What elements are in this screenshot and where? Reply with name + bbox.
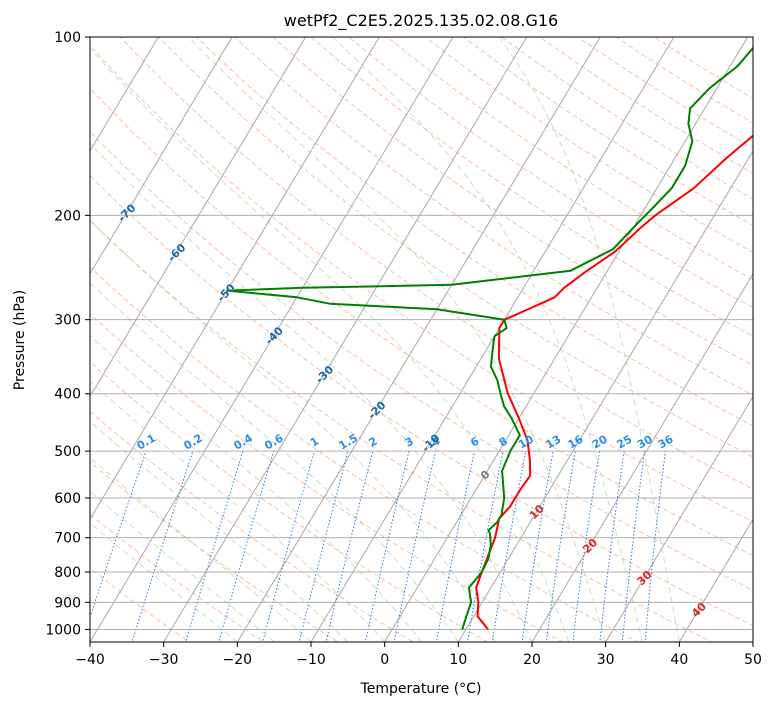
y-tick-label: 500 — [54, 444, 81, 460]
isotherm-line — [531, 272, 753, 642]
dry-adiabat — [119, 37, 753, 490]
isotherm-line — [384, 37, 749, 642]
moist-adiabat — [90, 334, 422, 642]
moist-adiabat — [90, 219, 496, 642]
isotherm-line — [90, 37, 380, 521]
x-axis-label: Temperature (°C) — [360, 681, 482, 697]
moist-adiabat — [188, 37, 607, 642]
moist-adiabat — [90, 47, 570, 642]
dry-adiabat — [90, 567, 190, 642]
dry-adiabat — [90, 361, 489, 642]
x-tick-label: 20 — [523, 652, 541, 668]
dry-adiabat — [90, 461, 340, 642]
isotherm-line — [90, 37, 233, 275]
dry-adiabat — [90, 44, 753, 523]
x-tick-label: 30 — [597, 652, 615, 668]
moist-adiabat — [90, 420, 349, 642]
isotherm-line — [90, 37, 307, 398]
moist-adiabat — [90, 282, 459, 642]
isotherm-line — [605, 395, 753, 642]
pressure-gridlines — [90, 37, 753, 630]
y-tick-label: 200 — [54, 208, 81, 224]
moist-adiabat — [90, 142, 533, 642]
moist-adiabat — [90, 380, 386, 642]
x-tick-label: 50 — [744, 652, 762, 668]
moist-adiabat — [332, 37, 643, 642]
sounding-profiles — [226, 46, 753, 631]
y-axis-label: Pressure (hPa) — [12, 290, 28, 390]
x-tick-label: 10 — [449, 652, 467, 668]
plot-frame — [89, 36, 754, 643]
y-tick-label: 100 — [54, 30, 81, 46]
dry-adiabat — [195, 37, 753, 427]
dry-adiabat — [157, 37, 753, 458]
dry-adiabat — [90, 410, 414, 642]
isotherm-line — [678, 518, 753, 642]
isotherm-line — [90, 37, 454, 642]
x-tick-label: −40 — [75, 652, 105, 668]
y-tick-label: 700 — [54, 531, 81, 547]
moist-adiabat — [498, 37, 680, 642]
y-tick-label: 600 — [54, 491, 81, 507]
y-tick-label: 300 — [54, 313, 81, 329]
dry-adiabat — [90, 313, 564, 642]
chart-title: wetPf2_C2E5.2025.135.02.08.G16 — [284, 11, 558, 31]
x-tick-label: −10 — [296, 652, 326, 668]
background-lines — [90, 37, 753, 642]
isotherm-line — [310, 37, 675, 642]
axes: −40 −30 −20 −10 0 10 20 30 40 50 100 200 300 400 500 60… — [45, 30, 762, 668]
dry-adiabat — [90, 513, 265, 642]
y-tick-label: 900 — [54, 595, 81, 611]
y-tick-label: 400 — [54, 387, 81, 403]
x-tick-label: −20 — [223, 652, 253, 668]
y-tick-label: 1000 — [45, 622, 81, 638]
dry-adiabat — [90, 87, 753, 557]
y-tick-label: 800 — [54, 565, 81, 581]
dry-adiabat — [90, 175, 753, 627]
dry-adiabat — [90, 266, 639, 642]
isotherm-line — [163, 37, 528, 642]
isotherm-line — [90, 37, 159, 152]
x-tick-label: 40 — [670, 652, 688, 668]
isotherm-line — [236, 37, 601, 642]
x-tick-label: −30 — [149, 652, 179, 668]
isotherm-line — [457, 149, 753, 642]
dry-adiabat — [90, 220, 713, 642]
dewpoint-profile — [226, 46, 753, 630]
x-tick-label: 0 — [380, 652, 389, 668]
